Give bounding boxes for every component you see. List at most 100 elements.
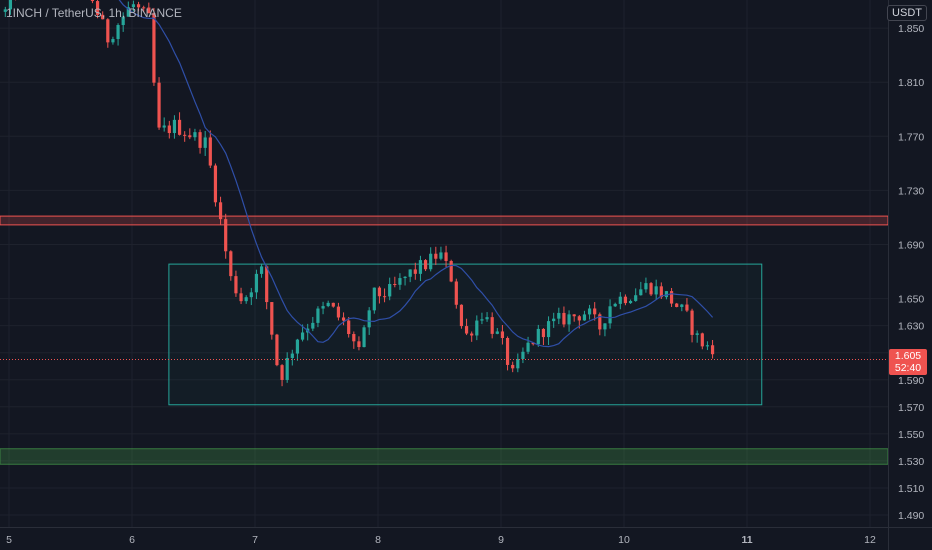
candles-layer (3, 0, 715, 387)
candle-body (669, 291, 674, 304)
candle-body (218, 202, 223, 220)
candle-body (710, 345, 715, 355)
time-tick-label: 5 (6, 534, 12, 546)
candle-body (485, 317, 489, 320)
candle-countdown: 52:40 (894, 362, 922, 374)
candle-body (593, 308, 597, 315)
candle-body (628, 300, 633, 304)
price-tick-label: 1.590 (898, 375, 924, 387)
candle-body (664, 291, 669, 298)
zone-layer (0, 215, 889, 465)
candle-body (111, 39, 115, 43)
price-tick-label: 1.490 (898, 510, 924, 522)
candle-body (434, 253, 438, 259)
last-price-value: 1.605 (894, 350, 922, 362)
currency-badge[interactable]: USDT (887, 5, 927, 21)
candle-body (352, 334, 356, 342)
price-tick-label: 1.850 (898, 23, 924, 35)
candle-body (685, 304, 689, 311)
candle-body (623, 296, 628, 304)
price-tick-label: 1.650 (898, 294, 924, 306)
candle-body (562, 312, 566, 325)
support-zone (0, 448, 889, 465)
candle-body (500, 331, 505, 339)
candle-body (521, 351, 525, 359)
candle-body (587, 308, 592, 315)
price-axis[interactable]: 1.8501.8101.7701.7301.6901.6501.6301.610… (888, 0, 925, 550)
candle-body (675, 303, 679, 307)
candle-body (224, 219, 228, 252)
candle-body (505, 338, 510, 365)
candle-body (157, 82, 161, 128)
candle-body (680, 304, 684, 307)
candle-body (408, 269, 412, 277)
candle-body (403, 276, 407, 279)
candle-body (690, 310, 694, 335)
price-tick-label: 1.770 (898, 131, 924, 143)
candle-body (95, 1, 100, 15)
candle-body (531, 342, 535, 345)
candle-body (270, 302, 274, 335)
candle-body (8, 0, 13, 10)
candle-body (244, 297, 248, 302)
candle-body (603, 323, 607, 330)
candle-body (608, 306, 612, 324)
candle-body (705, 345, 710, 347)
time-axis[interactable]: 5 6 7 8 9 10 11 12 (0, 527, 932, 547)
candle-body (311, 322, 315, 329)
candle-body (644, 283, 648, 290)
candle-body (557, 312, 561, 319)
candle-body (459, 304, 464, 327)
candle-body (357, 341, 361, 348)
candle-body (567, 314, 571, 325)
candle-body (654, 286, 658, 295)
candle-body (480, 319, 484, 321)
candle-body (116, 25, 120, 40)
candle-body (188, 135, 192, 138)
candle-body (265, 266, 269, 303)
candle-body (183, 134, 187, 136)
candle-body (495, 331, 499, 334)
candle-body (280, 365, 284, 380)
time-tick-label: 12 (864, 534, 876, 546)
price-tick-label: 1.530 (898, 456, 924, 468)
price-tick-label: 1.690 (898, 240, 924, 252)
time-tick-label: 8 (375, 534, 381, 546)
candle-body (649, 283, 653, 295)
candle-body (511, 364, 515, 369)
candle-body (613, 303, 617, 307)
candle-body (536, 328, 540, 345)
price-tick-label: 1.510 (898, 483, 924, 495)
candle-body (444, 252, 448, 261)
candle-body (388, 284, 392, 297)
candle-body (331, 302, 335, 307)
candle-body (275, 334, 279, 366)
candle-body (142, 7, 146, 9)
candle-body (490, 317, 494, 334)
candle-body (341, 317, 346, 321)
candle-body (239, 293, 243, 302)
candle-body (541, 328, 546, 338)
candle-body (321, 306, 325, 309)
time-tick-label: 7 (252, 534, 258, 546)
candle-body (136, 4, 141, 8)
candle-body (290, 353, 294, 358)
candle-body (203, 137, 207, 148)
candle-body (470, 333, 474, 336)
candle-body (229, 251, 233, 277)
candle-body (413, 269, 417, 274)
candle-body (382, 296, 387, 298)
candle-body (700, 333, 704, 347)
candle-body (454, 281, 458, 305)
candle-body (418, 260, 423, 274)
price-tick-label: 1.730 (898, 185, 924, 197)
candle-body (213, 165, 218, 203)
moving-average-layer (118, 0, 714, 348)
price-tick-label: 1.550 (898, 429, 924, 441)
price-tick-label: 1.810 (898, 77, 924, 89)
candle-body (316, 308, 320, 323)
candle-body (126, 7, 130, 17)
candle-body (101, 14, 105, 20)
candle-body (3, 9, 7, 12)
